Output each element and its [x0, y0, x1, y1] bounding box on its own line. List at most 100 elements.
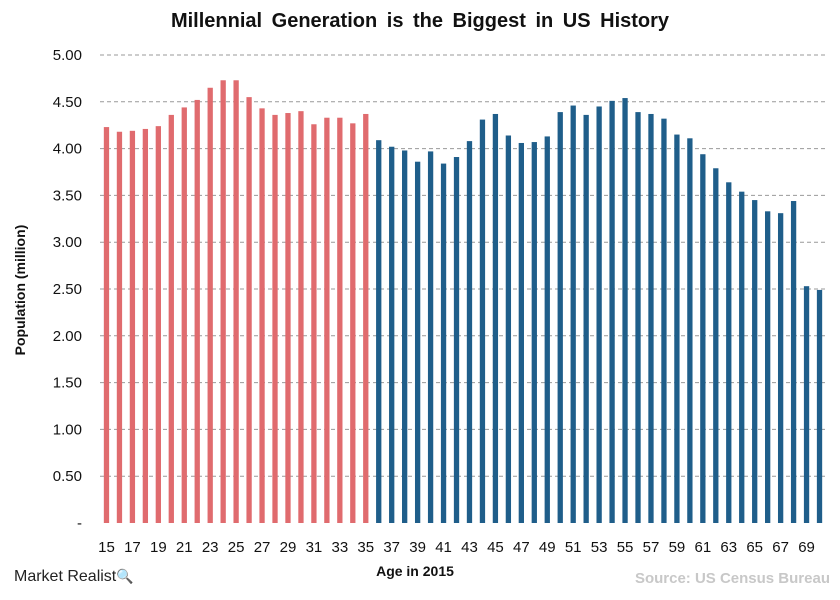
bar-age-60 [687, 138, 693, 524]
bar-age-17 [129, 130, 136, 523]
bar-age-63 [726, 182, 732, 524]
x-tick-label: 57 [643, 539, 660, 556]
y-tick-label: 3.00 [53, 234, 82, 251]
bar-age-37 [389, 146, 395, 524]
x-tick-label: 37 [383, 539, 400, 556]
brand-name: Market Realist [14, 568, 117, 585]
bar-age-33 [337, 117, 343, 524]
source-note: Source: US Census Bureau [634, 570, 830, 587]
bar-age-48 [531, 142, 537, 524]
x-tick-label: 49 [539, 539, 556, 556]
bar-age-58 [661, 118, 667, 524]
y-tick-label: 4.50 [53, 94, 82, 111]
x-tick-label: 65 [746, 539, 763, 556]
bar-age-27 [259, 108, 265, 523]
bar-age-67 [777, 213, 784, 523]
x-tick-label: 55 [617, 539, 634, 556]
x-tick-label: 41 [435, 539, 452, 556]
y-tick-label: - [77, 515, 82, 532]
y-tick-label: 1.50 [53, 375, 82, 392]
bar-age-35 [363, 113, 369, 523]
x-tick-label: 67 [772, 539, 789, 556]
bar-age-43 [466, 141, 473, 524]
bar-age-53 [596, 106, 602, 523]
bar-age-52 [583, 114, 589, 524]
x-axis-label: Age in 2015 [376, 563, 454, 579]
bar-age-66 [765, 211, 771, 523]
x-tick-label: 33 [331, 539, 348, 556]
y-axis-ticks: - 0.50 1.00 1.50 2.00 2.50 3.00 3.50 4.00 4.50 5.0… [53, 47, 82, 532]
bar-age-51 [570, 105, 576, 523]
bar-age-41 [440, 163, 447, 523]
bar-age-29 [285, 113, 291, 523]
x-tick-label: 69 [798, 539, 815, 556]
y-tick-label: 3.50 [53, 187, 82, 204]
x-tick-label: 45 [487, 539, 504, 556]
bars [103, 80, 823, 524]
y-axis-label: Population (million) [12, 225, 28, 356]
x-tick-label: 51 [565, 539, 582, 556]
x-axis-ticks: 15 17 19 21 23 25 27 29 31 33 35 37 39 41 43 45 47 49 51 53… [98, 539, 815, 556]
bar-age-21 [181, 107, 187, 524]
bar-age-22 [194, 99, 200, 524]
x-tick-label: 15 [98, 539, 115, 556]
bar-age-54 [609, 100, 615, 524]
bar-age-50 [557, 112, 563, 523]
bar-age-65 [752, 200, 758, 523]
bar-age-38 [402, 150, 408, 523]
bar-age-19 [155, 126, 161, 523]
bar-age-55 [622, 98, 628, 523]
bar-age-44 [479, 119, 486, 523]
magnifier-icon: 🔍 [116, 568, 134, 584]
bar-age-40 [427, 151, 434, 523]
bar-age-25 [233, 80, 239, 524]
bar-age-62 [713, 168, 719, 523]
bar-age-47 [518, 142, 524, 524]
bar-age-28 [272, 114, 278, 524]
bar-age-15 [103, 127, 110, 523]
x-tick-label: 17 [124, 539, 141, 556]
bar-age-46 [505, 135, 512, 523]
x-tick-label: 19 [150, 539, 167, 556]
x-tick-label: 25 [228, 539, 245, 556]
bar-age-42 [453, 157, 460, 523]
bar-age-61 [700, 154, 706, 523]
bar-age-30 [298, 111, 304, 523]
bar-age-69 [803, 286, 810, 523]
x-tick-label: 59 [669, 539, 686, 556]
y-tick-label: 2.00 [53, 328, 82, 345]
x-tick-label: 47 [513, 539, 530, 556]
bar-age-36 [376, 140, 382, 523]
bar-age-34 [350, 123, 356, 523]
bar-age-49 [544, 136, 550, 523]
bar-age-23 [207, 87, 213, 523]
x-tick-label: 43 [461, 539, 478, 556]
y-tick-label: 1.00 [53, 421, 82, 438]
y-tick-label: 4.00 [53, 141, 82, 158]
bar-age-45 [492, 113, 499, 523]
brand-logo: Market Realist🔍 [14, 568, 134, 586]
bar-age-32 [324, 117, 330, 524]
x-tick-label: 53 [591, 539, 608, 556]
bar-age-26 [246, 97, 252, 524]
bar-age-20 [168, 114, 174, 524]
bar-age-68 [790, 201, 797, 523]
x-tick-label: 39 [409, 539, 426, 556]
bar-age-57 [648, 113, 654, 523]
x-tick-label: 61 [694, 539, 711, 556]
y-tick-label: 5.00 [53, 47, 82, 64]
bar-age-39 [414, 161, 421, 523]
bar-age-64 [739, 191, 745, 523]
x-tick-label: 63 [720, 539, 737, 556]
bar-age-70 [816, 289, 823, 523]
x-tick-label: 31 [306, 539, 323, 556]
bar-age-24 [220, 80, 226, 524]
bar-age-16 [116, 131, 123, 523]
x-tick-label: 21 [176, 539, 193, 556]
x-tick-label: 23 [202, 539, 219, 556]
y-tick-label: 2.50 [53, 281, 82, 298]
bar-age-59 [674, 134, 680, 523]
bar-age-31 [311, 124, 317, 523]
chart-title: Millennial Generation is the Biggest in … [170, 10, 670, 32]
